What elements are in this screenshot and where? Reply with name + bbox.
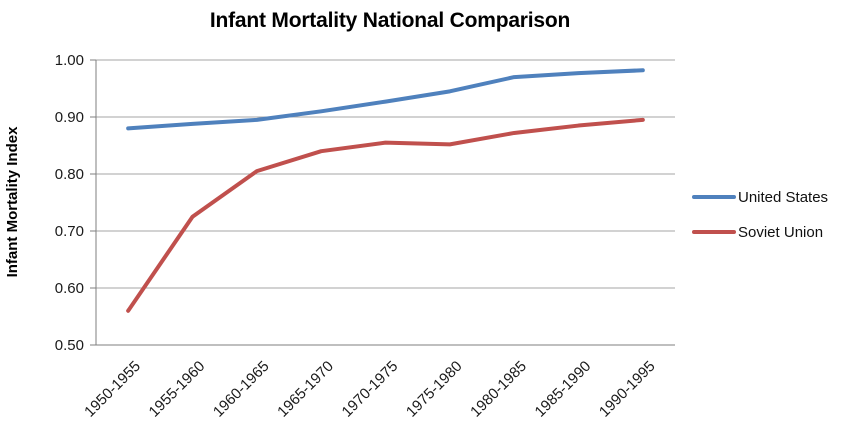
series-line-soviet-union <box>126 117 645 313</box>
legend-label-united-states: United States <box>738 188 829 206</box>
y-tick-label: 0.50 <box>55 337 84 354</box>
x-tick-label: 1970-1975 <box>339 358 402 421</box>
legend: United States Soviet Union <box>692 186 828 256</box>
x-tick-label: 1990-1995 <box>596 358 659 421</box>
x-tick-label: 1985-1990 <box>532 358 595 421</box>
x-tick-label: 1960-1965 <box>210 358 273 421</box>
y-tick-label: 1.00 <box>55 52 84 69</box>
x-tick-label: 1980-1985 <box>467 358 530 421</box>
x-tick-label: 1955-1960 <box>146 358 209 421</box>
x-tick-label: 1950-1955 <box>81 358 144 421</box>
chart-title: Infant Mortality National Comparison <box>209 9 571 32</box>
y-tick-label: 0.60 <box>55 280 84 297</box>
legend-item-united-states: United States <box>692 186 828 208</box>
legend-item-soviet-union: Soviet Union <box>692 221 828 243</box>
y-tick-label: 0.90 <box>55 109 84 126</box>
series-line-united-states <box>126 68 645 131</box>
y-tick-label: 0.80 <box>55 166 84 183</box>
soviet-union-line-swatch <box>692 230 736 234</box>
x-tick-label: 1975-1980 <box>403 358 466 421</box>
x-tick-label: 1965-1970 <box>274 358 337 421</box>
y-tick-label: 0.70 <box>55 223 84 240</box>
legend-label-soviet-union: Soviet Union <box>738 223 824 241</box>
united-states-line-swatch <box>692 195 736 199</box>
